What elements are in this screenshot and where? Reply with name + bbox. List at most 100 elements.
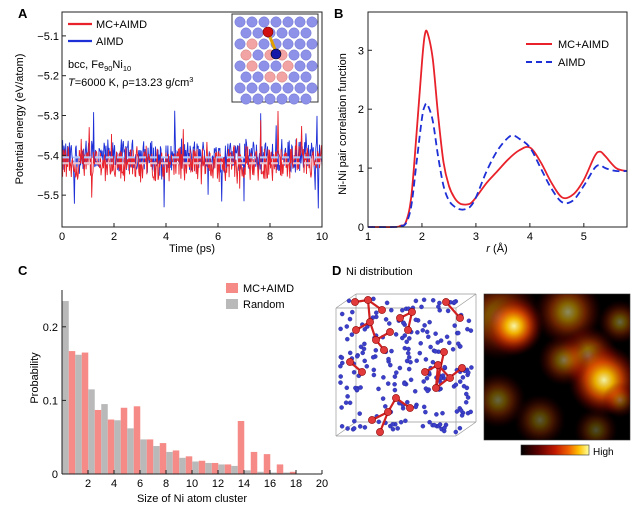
panel-c-bar-mc-aimd (250, 451, 258, 474)
inset-fe-atom (252, 93, 264, 105)
inset-fe-atom (258, 16, 270, 28)
inset-fe-atom (300, 27, 312, 39)
fe-atom (383, 404, 388, 409)
inset-ni-atom (264, 71, 276, 83)
fe-atom (385, 381, 391, 386)
fe-atom (358, 385, 363, 390)
inset-fe-atom (258, 82, 270, 94)
heatmap-colorbar (520, 444, 590, 456)
panel-a-ytick-label: −5.5 (37, 190, 59, 202)
fe-atom (457, 425, 463, 431)
legend-c-random-label: Random (243, 299, 285, 311)
fe-atom (447, 340, 452, 346)
panel-c-ytick-label: 0.2 (43, 322, 58, 334)
fe-atom (469, 365, 474, 370)
ni-atom (456, 314, 464, 322)
panel-c-bar-mc-aimd (133, 406, 141, 474)
fe-atom (364, 364, 370, 369)
fe-atom (453, 382, 459, 387)
ni-bond (434, 351, 446, 389)
fe-atom (338, 326, 343, 332)
fe-atom (464, 391, 469, 397)
panel-c-bar-random (244, 470, 251, 474)
fe-atom (465, 395, 471, 400)
ni-atom (380, 346, 388, 354)
fe-atom (405, 399, 410, 405)
panel-c-xlabel: Size of Ni atom cluster (137, 493, 247, 505)
panel-a-trace-aimd (61, 110, 323, 209)
fe-atom (426, 334, 431, 340)
panel-label-a: A (18, 6, 28, 21)
ni-atom (440, 348, 448, 356)
panel-d-title: Ni distribution (346, 266, 413, 278)
panel-a-conditions: T=6000 K, ρ=13.23 g/cm3 (68, 75, 193, 89)
ni-atom (364, 296, 372, 304)
fe-atom (352, 418, 357, 424)
fe-atom (400, 308, 405, 313)
fe-atom (433, 349, 438, 354)
panel-c-xtick-label: 16 (264, 478, 276, 490)
fe-atom (351, 426, 357, 431)
inset-fe-atom (252, 27, 264, 39)
fe-atom (403, 418, 408, 424)
fe-atom (350, 309, 355, 315)
fe-atom (422, 323, 427, 328)
fe-atom (380, 396, 386, 401)
inset-fe-atom (252, 71, 264, 83)
panel-b-series-aimd (367, 102, 628, 228)
panel-c-bar-random (153, 446, 160, 474)
fe-atom (413, 317, 419, 323)
ni-atom (376, 428, 384, 436)
fe-atom (401, 320, 406, 326)
fe-atom (435, 340, 440, 345)
fe-atom (466, 318, 472, 324)
heatmap-density-blob (602, 382, 630, 418)
panel-c-xtick-label: 10 (186, 478, 198, 490)
panel-b-ytick-label: 1 (358, 163, 364, 175)
panel-a-xtick-label: 8 (267, 231, 273, 243)
panel-a-plot-frame (61, 11, 323, 228)
fe-atom (349, 332, 355, 337)
inset-fe-atom (288, 71, 300, 83)
panel-a-xlabel: Time (ps) (169, 243, 215, 255)
inset-fe-atom (288, 27, 300, 39)
panel-b-ytick-label: 2 (358, 104, 364, 116)
fe-atom (453, 429, 459, 435)
panel-c-bar-mc-aimd (224, 464, 232, 474)
ni-atom (458, 364, 466, 372)
inset-fe-atom (270, 60, 282, 72)
ni-atom (396, 314, 404, 322)
fe-atom (376, 419, 382, 425)
panel-a-chart: 0 2 4 6 8 10 −5.1 −5.2 −5.3 −5.4 −5.5 MC+AIMD AIMD… (14, 11, 328, 255)
ni-atom (378, 306, 386, 314)
panel-a-xtick-label: 2 (111, 231, 117, 243)
fe-atom (458, 408, 464, 413)
fe-atom (373, 348, 379, 353)
inset-fe-atom (270, 16, 282, 28)
ni-atom (372, 336, 380, 344)
fe-atom (406, 366, 412, 372)
legend-a-aimd-label: AIMD (96, 36, 124, 48)
legend-b-mc-label: MC+AIMD (558, 39, 609, 51)
panel-c-ylabel: Probability (29, 352, 41, 404)
panel-a-xtick-label: 0 (59, 231, 65, 243)
fe-atom (339, 424, 345, 429)
fe-atom (468, 328, 474, 333)
inset-fe-atom (234, 38, 246, 50)
fe-atom (392, 374, 398, 379)
fe-atom (468, 409, 473, 415)
legend-c-mc-swatch (226, 283, 238, 293)
fe-atom (450, 347, 456, 352)
fe-atom (354, 354, 360, 359)
legend-a-mc-label: MC+AIMD (96, 19, 147, 31)
panel-c-xtick-label: 20 (316, 478, 328, 490)
inset-fe-atom (240, 27, 252, 39)
panel-c-bar-mc-aimd (185, 456, 193, 474)
heatmap-density-blob (514, 394, 566, 440)
fe-atom (343, 400, 349, 405)
fe-atom (459, 413, 465, 418)
inset-fe-atom (294, 16, 306, 28)
panel-c-chart: 2 4 6 8 10 12 14 16 18 20 0 0.1 0.2 MC+AIMD Random S… (29, 283, 328, 505)
fe-atom (388, 362, 393, 368)
panel-a-composition: bcc, Fe90Ni10 (68, 59, 131, 73)
